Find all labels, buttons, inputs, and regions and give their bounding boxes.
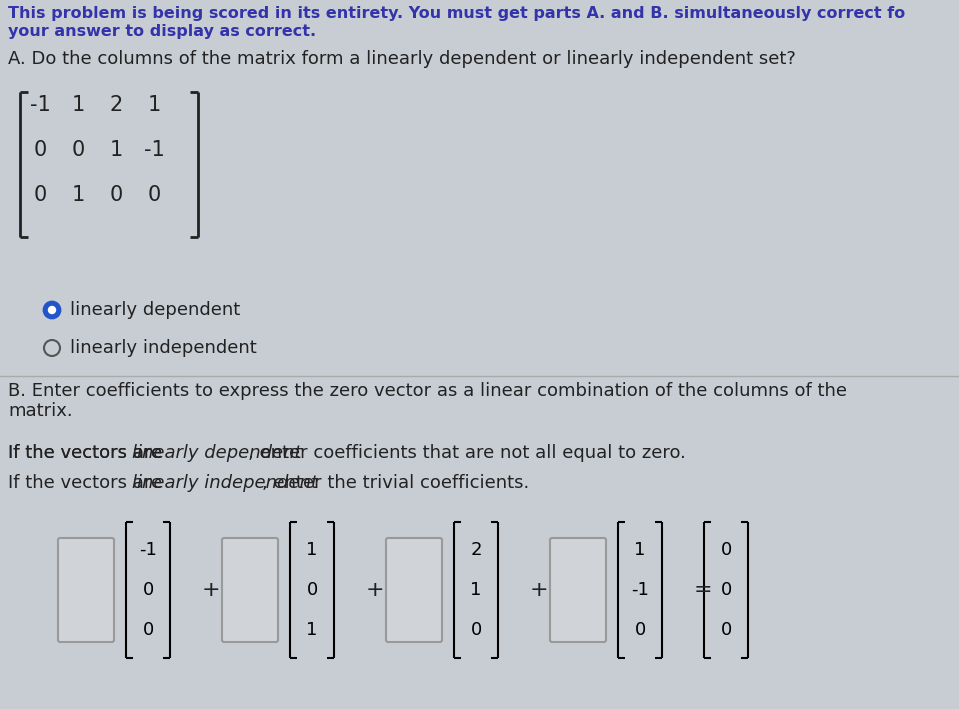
- Text: 1: 1: [109, 140, 123, 160]
- Text: 0: 0: [720, 621, 732, 639]
- Text: your answer to display as correct.: your answer to display as correct.: [8, 24, 316, 39]
- Text: 0: 0: [109, 185, 123, 205]
- Text: 1: 1: [470, 581, 481, 599]
- Text: 2: 2: [109, 95, 123, 115]
- Text: 0: 0: [34, 185, 47, 205]
- Text: If the vectors are: If the vectors are: [8, 444, 168, 462]
- Text: linearly dependent: linearly dependent: [70, 301, 241, 319]
- Text: , enter coefficients that are not all equal to zero.: , enter coefficients that are not all eq…: [248, 444, 687, 462]
- Text: 1: 1: [306, 621, 317, 639]
- Text: +: +: [530, 580, 549, 600]
- Text: 0: 0: [71, 140, 84, 160]
- Text: 1: 1: [634, 541, 645, 559]
- FancyBboxPatch shape: [386, 538, 442, 642]
- Text: 1: 1: [71, 185, 84, 205]
- Text: 0: 0: [306, 581, 317, 599]
- Text: 0: 0: [720, 581, 732, 599]
- Text: If the vectors are: If the vectors are: [8, 474, 168, 492]
- Text: 0: 0: [34, 140, 47, 160]
- Text: +: +: [366, 580, 385, 600]
- Text: A. Do the columns of the matrix form a linearly dependent or linearly independen: A. Do the columns of the matrix form a l…: [8, 50, 796, 68]
- Text: 0: 0: [142, 581, 153, 599]
- Text: -1: -1: [139, 541, 157, 559]
- Text: 1: 1: [71, 95, 84, 115]
- Circle shape: [44, 302, 60, 318]
- FancyBboxPatch shape: [222, 538, 278, 642]
- Text: linearly independent: linearly independent: [70, 339, 257, 357]
- Circle shape: [49, 306, 56, 313]
- Text: linearly independent: linearly independent: [131, 474, 317, 492]
- Text: , enter the trivial coefficients.: , enter the trivial coefficients.: [262, 474, 528, 492]
- Text: linearly dependent: linearly dependent: [131, 444, 301, 462]
- Text: +: +: [202, 580, 221, 600]
- Text: B. Enter coefficients to express the zero vector as a linear combination of the : B. Enter coefficients to express the zer…: [8, 382, 847, 400]
- Text: 0: 0: [720, 541, 732, 559]
- Text: -1: -1: [30, 95, 51, 115]
- Circle shape: [44, 340, 60, 356]
- Text: 0: 0: [634, 621, 645, 639]
- Text: 1: 1: [306, 541, 317, 559]
- Text: If the vectors are: If the vectors are: [8, 444, 168, 462]
- FancyBboxPatch shape: [550, 538, 606, 642]
- Text: 0: 0: [470, 621, 481, 639]
- Text: -1: -1: [144, 140, 164, 160]
- Text: 0: 0: [148, 185, 160, 205]
- Text: 1: 1: [148, 95, 160, 115]
- FancyBboxPatch shape: [58, 538, 114, 642]
- Text: =: =: [694, 580, 713, 600]
- Text: matrix.: matrix.: [8, 402, 73, 420]
- Text: 2: 2: [470, 541, 481, 559]
- Text: This problem is being scored in its entirety. You must get parts A. and B. simul: This problem is being scored in its enti…: [8, 6, 905, 21]
- Text: 0: 0: [142, 621, 153, 639]
- Text: -1: -1: [631, 581, 649, 599]
